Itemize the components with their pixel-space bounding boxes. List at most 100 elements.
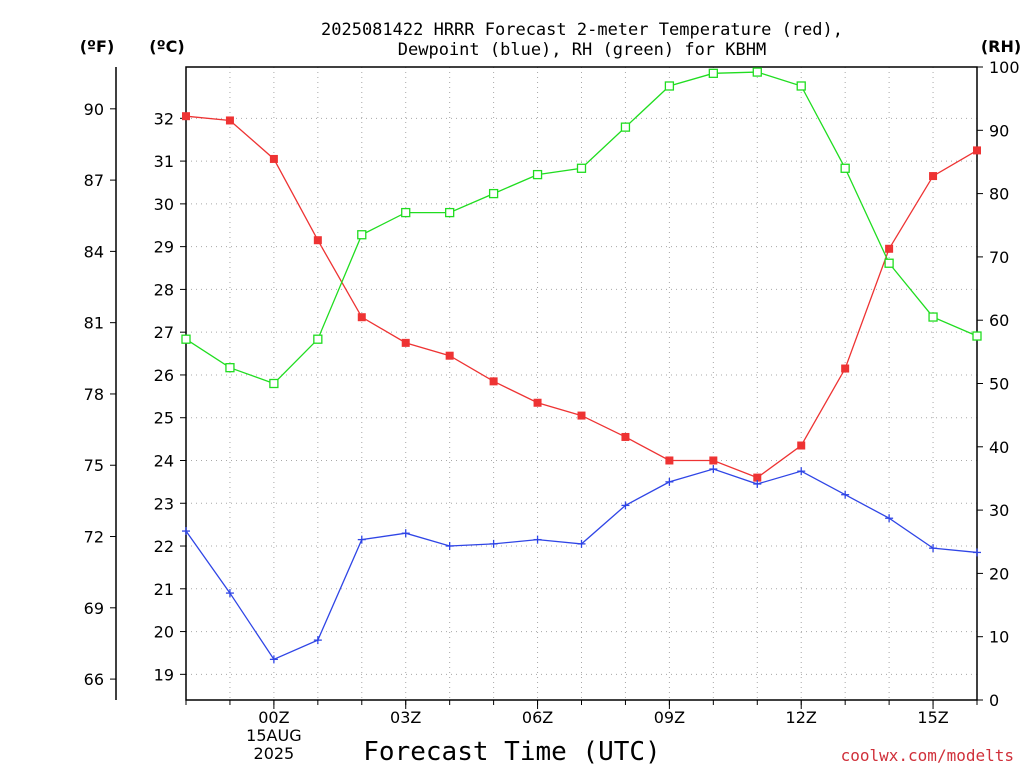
y-rh-tick-label: 90 <box>989 121 1009 140</box>
data-point-rh <box>269 378 279 389</box>
y-celsius-tick-label: 23 <box>154 494 174 513</box>
data-point-dewpoint <box>182 527 190 536</box>
data-point-temperature <box>533 398 542 407</box>
rh-unit-label: (RH) <box>981 37 1021 56</box>
series-rh <box>181 67 982 389</box>
data-point-rh <box>664 81 675 91</box>
data-point-rh <box>796 81 806 91</box>
data-point-temperature <box>797 441 806 450</box>
data-point-dewpoint <box>753 480 762 489</box>
data-point-rh <box>488 188 499 199</box>
y-fahrenheit-tick-label: 78 <box>84 385 104 404</box>
y-celsius-tick-label: 32 <box>154 109 174 128</box>
data-point-rh <box>445 207 455 218</box>
data-point-rh <box>313 334 323 344</box>
data-point-dewpoint <box>313 636 322 645</box>
data-point-dewpoint <box>225 589 234 598</box>
y-celsius-tick-label: 26 <box>154 366 174 385</box>
data-point-temperature <box>577 411 586 420</box>
data-point-temperature <box>885 244 894 253</box>
data-point-dewpoint <box>357 535 366 544</box>
tick-labels: 19 20 21 22 23 24 25 26 27 28 29 30 31 32 66 69 72 75 78 81… <box>84 58 1020 763</box>
data-point-temperature <box>929 172 938 181</box>
x-tick-label: 09Z <box>654 708 685 727</box>
y-fahrenheit-tick-label: 87 <box>84 171 104 190</box>
y-celsius-tick-label: 21 <box>154 580 174 599</box>
y-celsius-tick-label: 27 <box>154 323 174 342</box>
y-rh-tick-label: 0 <box>989 691 999 710</box>
x-tick-label: 03Z <box>390 708 421 727</box>
data-point-dewpoint <box>885 514 894 523</box>
data-point-temperature <box>753 473 762 482</box>
data-point-temperature <box>225 116 234 125</box>
data-point-dewpoint <box>973 548 981 557</box>
y-celsius-tick-label: 24 <box>154 451 174 470</box>
data-point-rh <box>840 163 850 173</box>
data-point-rh <box>401 207 411 218</box>
data-point-temperature <box>313 236 322 245</box>
data-point-dewpoint <box>445 542 454 551</box>
data-point-temperature <box>665 456 674 465</box>
data-point-temperature <box>401 338 410 347</box>
data-point-rh <box>972 331 982 341</box>
data-point-dewpoint <box>665 477 674 486</box>
data-point-temperature <box>269 154 278 163</box>
data-point-dewpoint <box>841 490 850 499</box>
data-point-dewpoint <box>797 467 806 476</box>
data-point-temperature <box>182 112 190 121</box>
chart-title-line-1: 2025081422 HRRR Forecast 2-meter Tempera… <box>321 20 843 40</box>
celsius-unit-label: (ºC) <box>149 37 184 56</box>
data-point-rh <box>928 312 938 322</box>
data-point-rh <box>708 68 718 78</box>
y-fahrenheit-tick-label: 84 <box>84 242 104 261</box>
y-rh-tick-label: 40 <box>989 438 1009 457</box>
data-point-rh <box>752 67 762 77</box>
data-point-dewpoint <box>489 539 498 548</box>
gridlines <box>186 67 977 700</box>
y-rh-tick-label: 10 <box>989 628 1009 647</box>
x-tick-sublabel: 2025 <box>254 744 295 763</box>
plot-frame <box>185 66 978 701</box>
y-fahrenheit-tick-label: 90 <box>84 100 104 119</box>
y-celsius-tick-label: 20 <box>154 623 174 642</box>
data-point-rh <box>884 258 894 268</box>
y-rh-tick-label: 100 <box>989 58 1020 77</box>
data-point-temperature <box>357 313 366 322</box>
y-fahrenheit-tick-label: 66 <box>84 670 104 689</box>
y-rh-tick-label: 60 <box>989 311 1009 330</box>
fahrenheit-unit-label: (ºF) <box>80 37 115 56</box>
y-rh-tick-label: 80 <box>989 185 1009 204</box>
credit-text: coolwx.com/modelts <box>841 746 1014 765</box>
data-point-dewpoint <box>621 501 630 510</box>
data-point-temperature <box>489 377 498 386</box>
y-rh-tick-label: 70 <box>989 248 1009 267</box>
y-celsius-tick-label: 30 <box>154 195 174 214</box>
data-point-dewpoint <box>577 539 586 548</box>
data-point-temperature <box>445 351 454 360</box>
y-fahrenheit-tick-label: 81 <box>84 314 104 333</box>
series-group <box>181 67 982 664</box>
x-tick-sublabel: 15AUG <box>246 726 301 745</box>
y-fahrenheit-tick-label: 69 <box>84 599 104 618</box>
y-celsius-tick-label: 25 <box>154 409 174 428</box>
data-point-temperature <box>973 146 981 155</box>
data-point-rh <box>357 230 367 240</box>
data-point-temperature <box>841 364 850 373</box>
y-fahrenheit-tick-label: 75 <box>84 456 104 475</box>
y-celsius-tick-label: 29 <box>154 238 174 257</box>
data-point-temperature <box>709 456 718 465</box>
x-tick-label: 06Z <box>522 708 553 727</box>
x-tick-label: 00Z <box>258 708 289 727</box>
x-tick-label: 12Z <box>786 708 817 727</box>
data-point-temperature <box>621 432 630 441</box>
series-temperature <box>182 112 981 482</box>
data-point-rh <box>576 163 587 173</box>
data-point-rh <box>532 169 543 180</box>
series-dewpoint <box>182 465 981 664</box>
data-point-dewpoint <box>269 655 278 664</box>
y-rh-tick-label: 50 <box>989 375 1009 394</box>
data-point-dewpoint <box>709 465 718 474</box>
x-axis-label: Forecast Time (UTC) <box>363 737 660 767</box>
data-point-rh <box>620 122 631 132</box>
